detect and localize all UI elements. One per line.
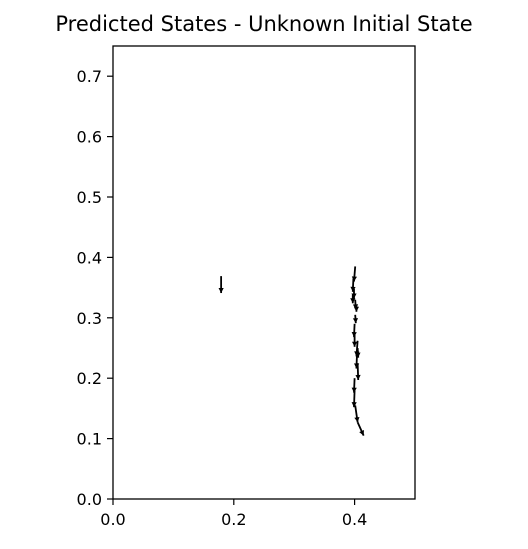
y-tick-label: 0.5 [77,188,102,207]
arrow-head [352,318,359,324]
vector-arrow [354,405,360,423]
x-axis: 0.0 0.2 0.4 [100,499,367,529]
y-tick-label: 0.4 [77,248,102,267]
arrow-head [351,276,357,282]
vector-arrow [352,334,358,347]
y-tick-label: 0.3 [77,309,102,328]
arrow-head [218,288,224,294]
axes-frame [112,45,416,500]
x-tick-label: 0.2 [221,510,246,529]
vector-arrow [351,288,357,299]
arrow-head [352,341,358,347]
vector-arrow [356,421,365,436]
arrow-head [350,298,356,304]
x-tick-label: 0.0 [100,510,125,529]
arrow-head [351,332,357,338]
arrow-head [355,374,361,381]
chart-title: Predicted States - Unknown Initial State [55,12,473,36]
vector-arrow [355,347,361,358]
y-tick-label: 0.1 [77,430,102,449]
vector-arrow [218,276,224,294]
y-tick-label: 0.6 [77,128,102,147]
vector-arrow [350,278,356,292]
arrow-head [351,293,357,299]
vector-arrow [355,363,361,381]
arrow-head [359,429,364,436]
arrows-layer [218,266,365,436]
vector-arrow [351,390,357,408]
arrow-head [354,416,360,423]
vector-arrow [352,314,359,324]
y-tick-label: 0.7 [77,67,102,86]
vector-arrow [353,304,360,312]
x-tick-label: 0.4 [342,510,367,529]
y-tick-label: 0.2 [77,369,102,388]
arrow-head [351,387,357,393]
vector-arrow [350,294,356,304]
y-axis: 0.0 0.1 0.2 0.3 0.4 0.5 0.6 0.7 [77,67,113,509]
arrow-head [351,402,357,408]
arrow-head [353,306,360,312]
arrow-head [350,286,356,292]
arrow-head [355,352,361,358]
y-tick-label: 0.0 [77,490,102,509]
